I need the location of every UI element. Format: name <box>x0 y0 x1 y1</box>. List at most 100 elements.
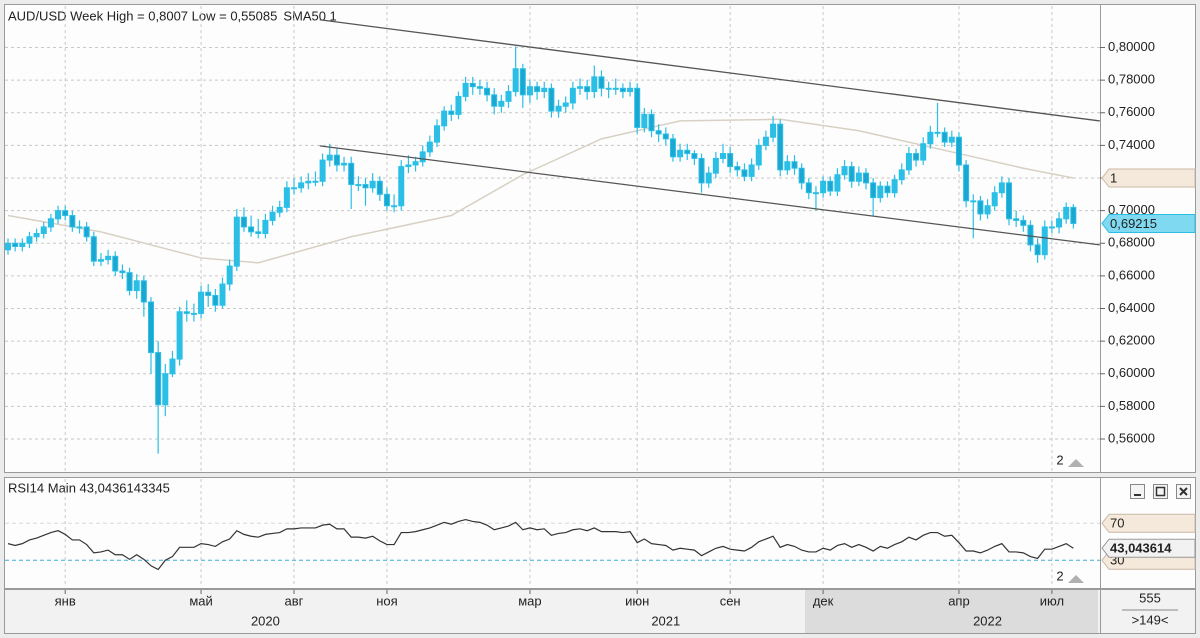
candle-body <box>391 205 398 208</box>
footer-position: >149< <box>1132 612 1169 627</box>
candle-body <box>434 125 441 143</box>
rsi-value-label-box <box>1101 538 1196 558</box>
candle-body <box>276 206 283 213</box>
y-tick-label: 0,56000 <box>1108 430 1155 445</box>
candle-body <box>155 352 162 406</box>
candle-body <box>255 231 262 234</box>
candle-body <box>891 179 898 194</box>
candle-body <box>148 301 155 354</box>
candle-body <box>534 86 541 93</box>
candle-body <box>684 149 691 155</box>
trendline <box>319 145 1100 246</box>
candle-body <box>591 76 598 93</box>
candle-body <box>112 255 119 272</box>
candle-body <box>1048 226 1055 229</box>
candle-body <box>176 311 183 360</box>
candle-body <box>469 82 476 88</box>
candle-body <box>619 87 626 93</box>
candle-body <box>598 76 605 89</box>
minimize-button[interactable] <box>1130 484 1145 499</box>
candle-body <box>47 218 54 228</box>
candle-body <box>326 154 333 161</box>
footer-box <box>1100 589 1196 634</box>
candle-body <box>312 180 319 183</box>
candle-body <box>955 136 962 166</box>
candle-body <box>970 200 977 203</box>
candle-body <box>727 153 734 168</box>
grid <box>5 6 1100 587</box>
candle-body <box>505 91 512 102</box>
candle-body <box>1020 219 1027 226</box>
scroll-arrow[interactable] <box>1068 459 1084 467</box>
candle-body <box>541 87 548 93</box>
footer-count: 555 <box>1139 590 1161 605</box>
candle-body <box>641 113 648 128</box>
y-tick-label: 0,64000 <box>1108 300 1155 315</box>
candle-body <box>913 153 920 161</box>
candle-body <box>369 180 376 189</box>
candle-body <box>677 149 684 158</box>
x-tick-label: июл <box>1040 593 1064 608</box>
pane-marker: 2 <box>1056 568 1063 583</box>
window-buttons[interactable] <box>1130 484 1191 499</box>
candle-body <box>240 216 247 228</box>
candle-body <box>705 172 712 184</box>
x-tick-label: ноя <box>376 593 397 608</box>
year-label: 2021 <box>651 613 680 628</box>
candle-body <box>734 166 741 171</box>
candle-body <box>455 95 462 115</box>
y-tick-label: 0,80000 <box>1108 39 1155 54</box>
candle-body <box>355 184 362 187</box>
sma-value-label-box <box>1101 168 1196 188</box>
x-tick-label: авг <box>285 593 304 608</box>
candle-body <box>720 153 727 159</box>
x-tick-label: сен <box>720 593 741 608</box>
last-price-label: 0,69215 <box>1110 216 1157 231</box>
candle-body <box>512 68 519 93</box>
x-tick-label: мар <box>518 593 541 608</box>
candle-body <box>798 167 805 184</box>
y-tick-label: 0,58000 <box>1108 398 1155 413</box>
pane-marker: 2 <box>1056 452 1063 467</box>
candle-body <box>248 226 255 233</box>
candle-body <box>977 200 984 215</box>
rsi-level-label: 70 <box>1110 516 1124 531</box>
candle-body <box>1006 182 1013 220</box>
time-selection <box>805 590 1098 633</box>
maximize-button[interactable] <box>1153 484 1168 499</box>
candle-body <box>820 180 827 194</box>
candle-body <box>19 242 26 248</box>
candle-body <box>698 157 705 184</box>
candle-body <box>662 133 669 140</box>
y-tick-label: 0,62000 <box>1108 333 1155 348</box>
candle-body <box>283 187 290 208</box>
price-pane <box>4 4 1101 473</box>
candle-body <box>1063 206 1070 220</box>
candle-body <box>341 162 348 166</box>
last-price-label-box <box>1101 213 1196 233</box>
candle-body <box>97 259 104 262</box>
scroll-arrow[interactable] <box>1068 575 1084 583</box>
candle-body <box>941 131 948 143</box>
candle-body <box>855 172 862 182</box>
candle-body <box>205 291 212 296</box>
candle-body <box>584 86 591 93</box>
candle-body <box>69 215 76 228</box>
price-axis <box>1100 4 1196 473</box>
candle-body <box>269 211 276 221</box>
candle-body <box>898 169 905 181</box>
chart-title: AUD/USD Week High = 0,8007 Low = 0,55085 <box>8 8 277 23</box>
x-tick-label: янв <box>55 593 76 608</box>
candle-body <box>26 236 33 244</box>
candle-body <box>905 153 912 171</box>
y-tick-label: 0,78000 <box>1108 72 1155 87</box>
candle-body <box>548 87 555 112</box>
candle-body <box>76 226 83 229</box>
candle-body <box>984 205 991 215</box>
year-label: 2020 <box>251 613 280 628</box>
candle-body <box>655 130 662 135</box>
candle-body <box>491 94 498 107</box>
sma-line <box>7 118 1074 264</box>
candle-body <box>226 265 233 285</box>
candle-body <box>827 180 834 192</box>
